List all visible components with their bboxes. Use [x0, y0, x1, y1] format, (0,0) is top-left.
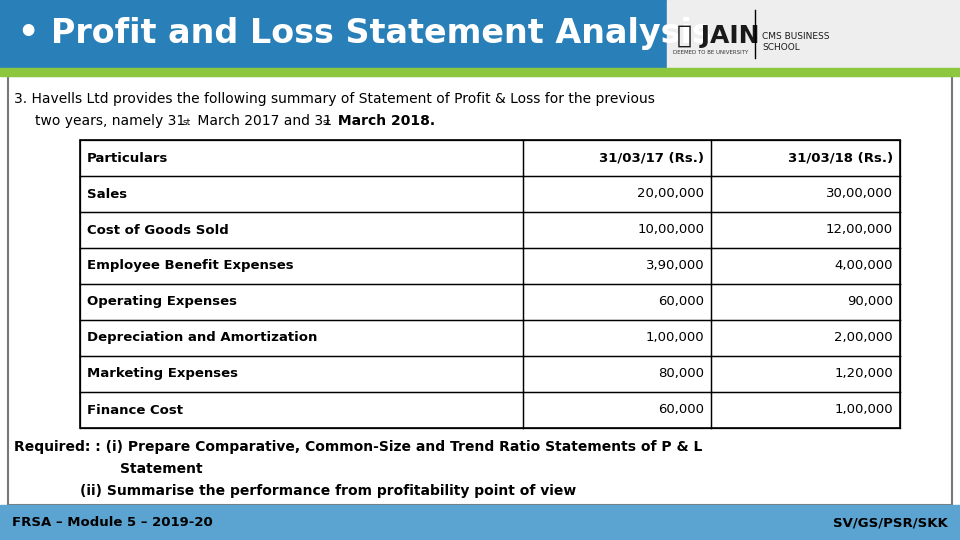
Text: 2,00,000: 2,00,000: [834, 332, 893, 345]
Text: Sales: Sales: [87, 187, 127, 200]
Text: March 2018.: March 2018.: [333, 114, 435, 128]
Bar: [667, 0, 960, 68]
Text: Finance Cost: Finance Cost: [87, 403, 183, 416]
Bar: [8, 76, 952, 505]
Text: March 2017 and 31: March 2017 and 31: [193, 114, 332, 128]
Text: 1,20,000: 1,20,000: [834, 368, 893, 381]
Text: Particulars: Particulars: [87, 152, 168, 165]
Text: ⓘ JAIN: ⓘ JAIN: [677, 24, 759, 48]
Text: 1,00,000: 1,00,000: [646, 332, 705, 345]
Text: 80,000: 80,000: [659, 368, 705, 381]
Text: Statement: Statement: [120, 462, 203, 476]
Text: 3,90,000: 3,90,000: [646, 260, 705, 273]
Text: 31/03/17 (Rs.): 31/03/17 (Rs.): [599, 152, 705, 165]
Text: 20,00,000: 20,00,000: [637, 187, 705, 200]
Text: st: st: [323, 118, 331, 127]
Text: Depreciation and Amortization: Depreciation and Amortization: [87, 332, 318, 345]
Text: 1,00,000: 1,00,000: [834, 403, 893, 416]
Text: Operating Expenses: Operating Expenses: [87, 295, 237, 308]
Text: 90,000: 90,000: [847, 295, 893, 308]
Bar: [0, 0, 667, 68]
Text: FRSA – Module 5 – 2019-20: FRSA – Module 5 – 2019-20: [12, 516, 213, 529]
Text: two years, namely 31: two years, namely 31: [35, 114, 185, 128]
Text: 3. Havells Ltd provides the following summary of Statement of Profit & Loss for : 3. Havells Ltd provides the following su…: [14, 92, 655, 106]
Text: Employee Benefit Expenses: Employee Benefit Expenses: [87, 260, 294, 273]
Bar: [0, 505, 960, 540]
Text: Marketing Expenses: Marketing Expenses: [87, 368, 238, 381]
Text: (ii) Summarise the performance from profitability point of view: (ii) Summarise the performance from prof…: [80, 484, 576, 498]
Text: • Profit and Loss Statement Analysis: • Profit and Loss Statement Analysis: [18, 17, 711, 51]
Bar: [80, 140, 900, 428]
Text: 60,000: 60,000: [659, 403, 705, 416]
Text: CMS BUSINESS
SCHOOL: CMS BUSINESS SCHOOL: [762, 32, 829, 52]
Text: 31/03/18 (Rs.): 31/03/18 (Rs.): [788, 152, 893, 165]
Text: Required: : (i) Prepare Comparative, Common-Size and Trend Ratio Statements of P: Required: : (i) Prepare Comparative, Com…: [14, 440, 703, 454]
Text: DEEMED TO BE UNIVERSITY: DEEMED TO BE UNIVERSITY: [673, 50, 748, 55]
Text: 30,00,000: 30,00,000: [826, 187, 893, 200]
Text: 4,00,000: 4,00,000: [834, 260, 893, 273]
Text: 10,00,000: 10,00,000: [637, 224, 705, 237]
Text: Cost of Goods Sold: Cost of Goods Sold: [87, 224, 228, 237]
Text: SV/GS/PSR/SKK: SV/GS/PSR/SKK: [833, 516, 948, 529]
Text: 12,00,000: 12,00,000: [826, 224, 893, 237]
Text: 60,000: 60,000: [659, 295, 705, 308]
Text: st: st: [183, 118, 191, 127]
Bar: [0, 68, 960, 76]
